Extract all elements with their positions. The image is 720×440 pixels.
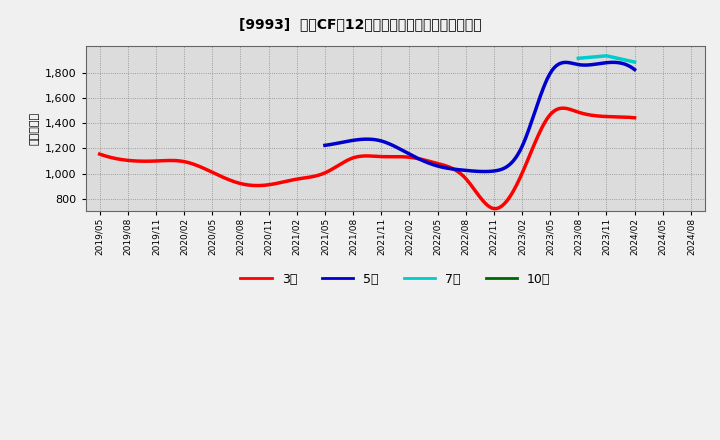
Text: [9993]  投賄CFの12か月移動合計の標準偏差の推移: [9993] 投賄CFの12か月移動合計の標準偏差の推移 xyxy=(239,18,481,32)
Y-axis label: （百万円）: （百万円） xyxy=(30,112,40,145)
Legend: 3年, 5年, 7年, 10年: 3年, 5年, 7年, 10年 xyxy=(235,268,555,291)
